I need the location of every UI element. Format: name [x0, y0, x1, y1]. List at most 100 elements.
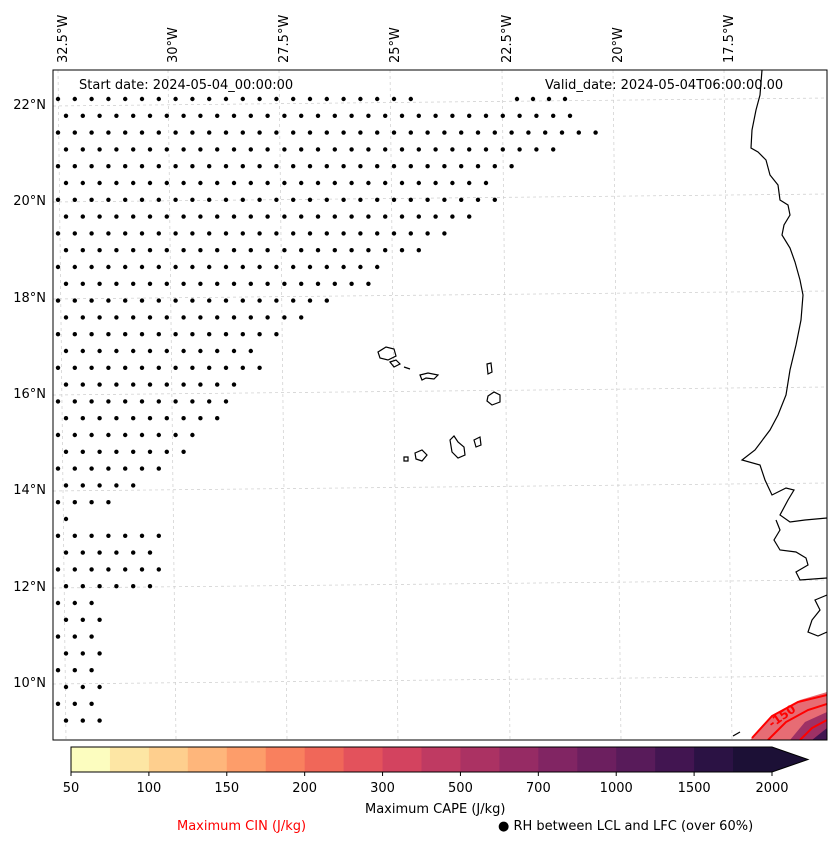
rh-stipple-dot	[97, 147, 102, 152]
rh-stipple-dot	[89, 164, 94, 169]
rh-stipple-dot	[173, 264, 178, 270]
rh-stipple-dot	[366, 113, 371, 119]
rh-stipple-dot	[63, 180, 69, 186]
rh-stipple-dot	[55, 600, 61, 606]
rh-stipple-dot	[383, 147, 388, 152]
rh-stipple-dot	[147, 214, 153, 219]
rh-stipple-dot	[274, 264, 279, 270]
rh-stipple-dot	[164, 214, 169, 219]
rh-stipple-dot	[492, 130, 497, 135]
rh-stipple-dot	[97, 617, 102, 622]
rh-stipple-dot	[139, 466, 145, 471]
rh-stipple-dot	[164, 180, 169, 186]
latitude-tick-label: 10°N	[13, 676, 46, 691]
rh-stipple-dot	[139, 197, 145, 202]
rh-stipple-dot	[450, 214, 455, 219]
rh-stipple-dot	[534, 113, 539, 119]
meridian-gridline	[57, 70, 67, 740]
rh-stipple-dot	[89, 231, 94, 236]
meridian-gridline	[501, 70, 511, 740]
rh-stipple-dot	[425, 130, 430, 135]
rh-stipple-dot	[63, 416, 69, 421]
rh-stipple-dot	[181, 315, 186, 320]
rh-stipple-dot	[240, 332, 245, 337]
rh-stipple-dot	[97, 718, 102, 723]
parallel-gridline	[53, 675, 827, 685]
rh-stipple-dot	[181, 281, 186, 286]
rh-stipple-dot	[231, 248, 237, 253]
rh-stipple-dot	[375, 197, 380, 202]
rh-stipple-dot	[131, 180, 136, 186]
rh-stipple-dot	[399, 180, 405, 186]
rh-stipple-dot	[190, 264, 195, 270]
rh-stipple-dot	[97, 651, 102, 656]
rh-stipple-dot	[198, 113, 203, 119]
rh-stipple-dot	[341, 96, 346, 102]
colorbar-segment	[265, 747, 306, 772]
rh-stipple-dot	[80, 617, 86, 622]
rh-stipple-dot	[358, 164, 363, 169]
rh-stipple-dot	[72, 130, 78, 135]
rh-stipple-dot	[223, 365, 229, 370]
colorbar-tick-label: 2000	[755, 781, 789, 796]
rh-stipple-dot	[147, 180, 153, 186]
rh-stipple-dot	[173, 298, 178, 303]
latitude-tick-label: 22°N	[13, 98, 46, 113]
rh-stipple-dot	[315, 113, 321, 119]
rh-stipple-dot	[80, 449, 86, 454]
rh-stipple-dot	[80, 248, 86, 253]
rh-stipple-dot	[307, 164, 313, 169]
rh-stipple-dot	[248, 214, 253, 219]
cape-verde-sal	[486, 362, 493, 375]
cape-verde-fogo	[414, 449, 428, 462]
rh-stipple-dot	[207, 264, 212, 270]
rh-stipple-dot	[63, 147, 69, 152]
colorbar-segment	[538, 747, 578, 772]
rh-stipple-dot	[139, 332, 145, 337]
colorbar-segment	[733, 747, 773, 772]
rh-stipple-dot	[55, 466, 61, 471]
rh-stipple-dot	[291, 96, 296, 102]
rh-stipple-dot	[349, 147, 354, 152]
longitude-tick-label: 32.5°W	[56, 14, 71, 63]
rh-stipple-dot	[173, 130, 178, 135]
rh-stipple-dot	[207, 130, 212, 135]
rh-stipple-dot	[366, 147, 371, 152]
rh-stipple-dot	[215, 315, 220, 320]
rh-stipple-dot	[307, 96, 313, 102]
rh-stipple-dot	[198, 315, 203, 320]
rh-stipple-dot	[63, 617, 69, 622]
rh-stipple-dot	[63, 449, 69, 454]
rh-stipple-dot	[231, 180, 237, 186]
rh-stipple-dot	[190, 130, 195, 135]
rh-stipple-dot	[156, 432, 161, 438]
rh-stipple-dot	[72, 668, 78, 673]
latitude-tick-label: 18°N	[13, 291, 46, 306]
rh-stipple-dot	[215, 281, 220, 286]
cin-contours: -150	[751, 694, 827, 740]
rh-stipple-dot	[80, 718, 86, 723]
rh-stipple-dot	[147, 382, 153, 387]
rh-stipple-dot	[274, 130, 279, 135]
rh-stipple-dot	[240, 231, 245, 236]
rh-stipple-dot	[291, 164, 296, 169]
rh-stipple-dot	[299, 113, 304, 119]
rh-stipple-dot	[483, 147, 489, 152]
rh-stipple-dot	[198, 281, 203, 286]
rh-stipple-dot	[123, 231, 128, 236]
rh-stipple-dot	[198, 348, 203, 354]
rh-stipple-dot	[223, 399, 229, 404]
cin-legend-label: Maximum CIN (J/kg)	[177, 819, 307, 834]
rh-stipple-dot	[433, 147, 438, 152]
rh-stipple-dot	[156, 298, 161, 303]
rh-stipple-dot	[509, 164, 514, 169]
rh-stipple-dot	[123, 567, 128, 572]
rh-stipple-dot	[231, 382, 237, 387]
rh-stipple-dot	[97, 483, 102, 488]
rh-stipple-dot	[500, 113, 505, 119]
colorbar-tick-label: 50	[62, 781, 80, 796]
rh-stipple-dot	[55, 130, 61, 135]
rh-stipple-dot	[215, 416, 220, 421]
rh-stipple-dot	[106, 231, 111, 236]
rh-stipple-dot	[164, 416, 169, 421]
